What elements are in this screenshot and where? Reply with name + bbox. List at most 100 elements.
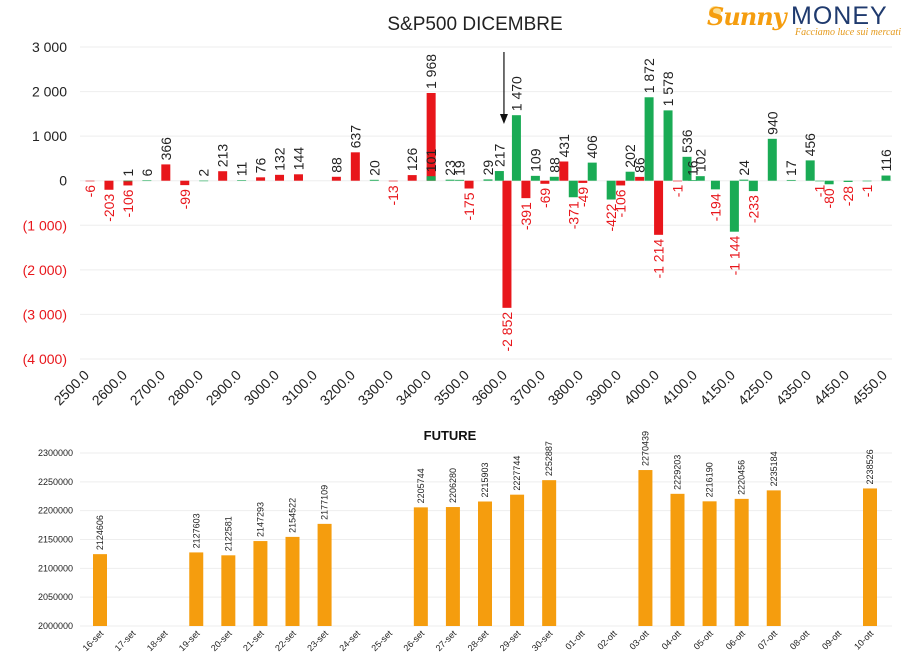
x-tick-label: 4000.0 <box>621 367 663 409</box>
red-bar <box>654 180 664 235</box>
green-bar <box>748 180 758 192</box>
future-y-tick-label: 2100000 <box>38 563 73 573</box>
future-chart: FUTURE 2000000 2050000 2100000 2150000 22000… <box>38 428 892 653</box>
green-bar <box>625 171 635 181</box>
red-bar <box>123 180 133 186</box>
x-axis-ticks: 2500.02600.02700.02800.02900.03000.03100… <box>51 367 891 409</box>
future-bar <box>189 552 204 626</box>
green-bar <box>549 176 559 181</box>
future-x-tick-label: 19-set <box>177 628 202 653</box>
red-bar <box>464 180 474 189</box>
future-value-label: 2127603 <box>191 513 201 548</box>
future-x-tick-label: 26-set <box>401 628 426 653</box>
green-bar <box>587 162 597 181</box>
future-bar <box>317 523 332 626</box>
future-x-tick-label: 06-ott <box>724 628 748 652</box>
future-value-label: 2220456 <box>737 460 747 495</box>
bar-value-label: 6 <box>139 168 155 176</box>
green-bar <box>426 176 436 181</box>
x-tick-label: 4450.0 <box>811 367 853 409</box>
logo-word-sunny: Sunny <box>707 2 787 31</box>
bars <box>85 92 891 308</box>
green-bar <box>862 180 872 182</box>
bar-value-label: 637 <box>347 125 363 149</box>
future-bar <box>734 498 749 626</box>
future-y-tick-label: 2200000 <box>38 506 73 516</box>
future-x-tick-label: 04-ott <box>660 628 684 652</box>
bar-value-label: 456 <box>802 133 818 157</box>
future-y-tick-label: 2050000 <box>38 592 73 602</box>
green-bar <box>824 180 834 185</box>
bar-value-label: 1 470 <box>508 76 524 111</box>
future-value-label: 2252887 <box>544 441 554 476</box>
future-value-label: 2215903 <box>480 462 490 497</box>
x-tick-label: 3000.0 <box>241 367 283 409</box>
future-x-tick-label: 16-set <box>81 628 106 653</box>
x-tick-label: 3900.0 <box>583 367 625 409</box>
future-x-tick-label: 01-ott <box>563 628 587 652</box>
future-x-tick-label: 22-set <box>273 628 298 653</box>
x-tick-label: 4250.0 <box>735 367 777 409</box>
green-bar <box>881 175 891 181</box>
future-y-tick-label: 2000000 <box>38 621 73 631</box>
red-bar <box>388 180 398 182</box>
green-bar <box>767 138 777 181</box>
green-bar <box>494 171 504 181</box>
arrow-head <box>499 114 508 124</box>
bar-value-label: -28 <box>840 186 856 206</box>
future-value-label: 2147293 <box>255 502 265 537</box>
future-x-tick-label: 02-ott <box>595 628 619 652</box>
future-y-ticks: 2000000 2050000 2100000 2150000 2200000 22500… <box>38 448 73 631</box>
bar-value-label: 101 <box>423 149 439 173</box>
future-title: FUTURE <box>424 428 477 443</box>
green-bar <box>483 179 493 181</box>
bar-value-label: 11 <box>234 161 250 176</box>
bar-value-label: 126 <box>404 148 420 172</box>
green-bar <box>644 97 654 181</box>
future-x-tick-label: 18-set <box>145 628 170 653</box>
bar-value-label: -49 <box>575 187 591 207</box>
bar-value-label: 431 <box>556 134 572 158</box>
future-bar <box>285 536 300 626</box>
future-x-tick-label: 25-set <box>369 628 394 653</box>
x-tick-label: 3600.0 <box>469 367 511 409</box>
future-value-label: 2216190 <box>705 462 715 497</box>
y-tick-label: 3 000 <box>32 39 67 55</box>
green-bar <box>511 115 521 181</box>
bar-value-label: 1 872 <box>641 58 657 93</box>
future-bar <box>253 541 268 626</box>
green-bar <box>123 180 133 182</box>
red-bar <box>85 180 95 182</box>
green-bar <box>530 175 540 181</box>
future-y-tick-label: 2150000 <box>38 535 73 545</box>
green-bar <box>688 180 698 181</box>
green-bar <box>805 160 815 181</box>
future-value-label: 2206280 <box>448 468 458 503</box>
logo-word-money: MONEY <box>791 2 888 30</box>
green-bar <box>695 176 705 181</box>
red-bar <box>616 180 626 186</box>
green-bar <box>445 179 455 181</box>
bar-value-label: 116 <box>878 149 894 172</box>
bar-value-label: 19 <box>452 160 468 176</box>
x-tick-label: 3700.0 <box>507 367 549 409</box>
future-value-label: 2229203 <box>673 455 683 490</box>
future-x-tick-label: 23-set <box>305 628 330 653</box>
green-bar <box>369 179 379 181</box>
bar-value-label: 76 <box>253 158 269 174</box>
sp500-dicembre-chart: S&P500 DICEMBRE 3 000 2 000 1 000 0 (1 000) (… <box>23 14 894 409</box>
red-bar <box>407 175 417 181</box>
bar-value-label: 213 <box>215 144 231 168</box>
bar-value-label: 23 <box>442 160 458 176</box>
green-bar <box>739 179 749 181</box>
bar-value-label: 2 <box>196 169 212 177</box>
bar-value-label: -391 <box>518 202 534 230</box>
green-bar <box>843 180 853 182</box>
bar-value-label: 20 <box>366 160 382 176</box>
bar-value-label: -2 852 <box>499 312 515 352</box>
bar-value-label: 86 <box>632 157 648 173</box>
x-tick-label: 3300.0 <box>355 367 397 409</box>
future-x-tick-label: 28-set <box>466 628 491 653</box>
future-value-labels: 2124606 2127603 2122581 2147293 2154522 21771… <box>95 431 875 551</box>
x-tick-label: 3500.0 <box>431 367 473 409</box>
